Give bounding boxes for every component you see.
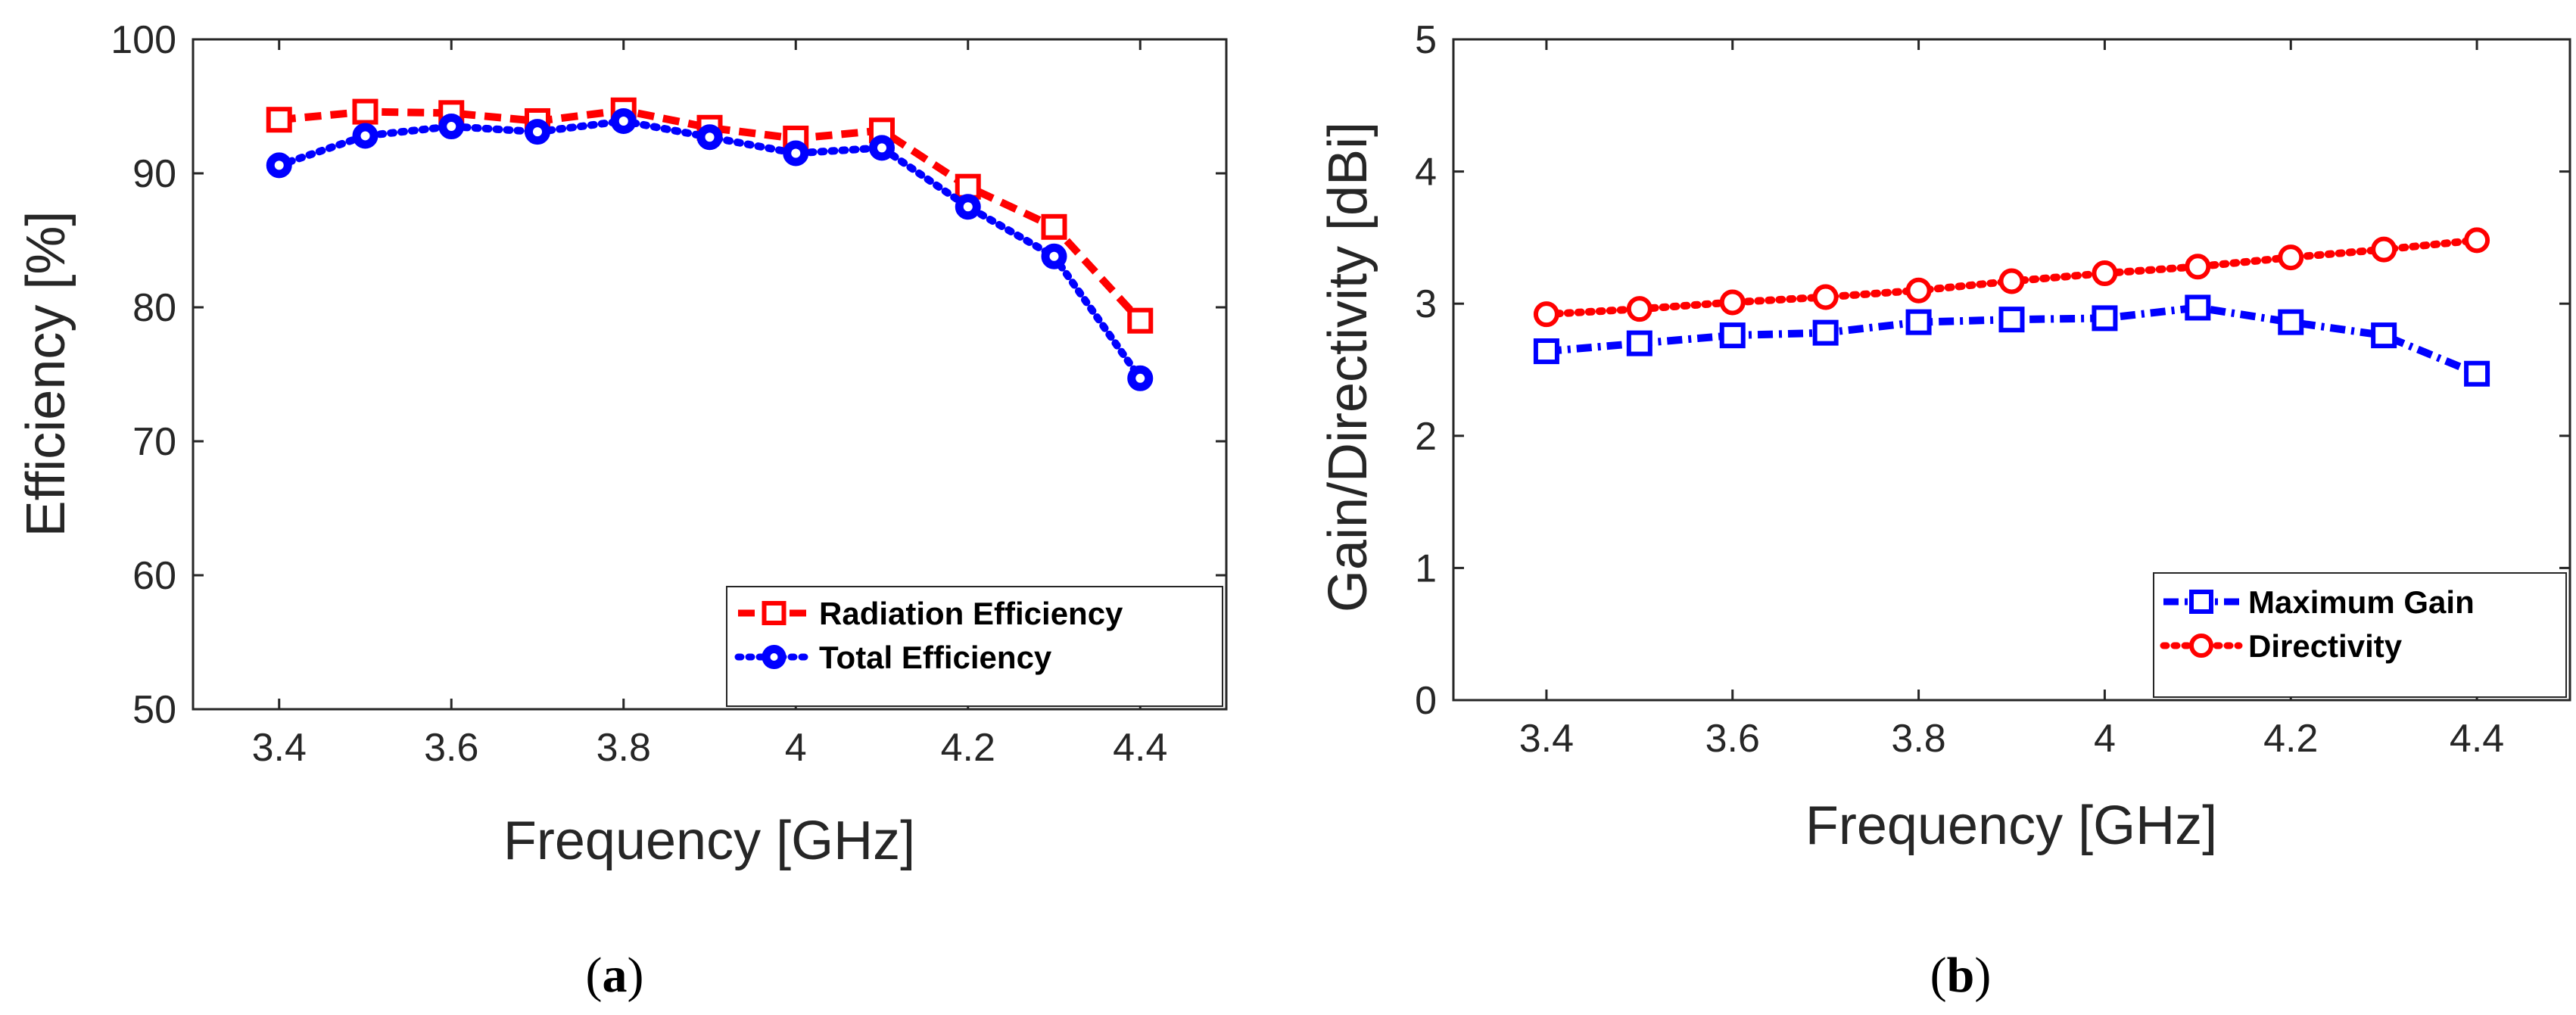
- data-point-b-0: [1998, 307, 2025, 333]
- panel-a: 3.4 3.6 3.8 4 4.2 4.4 50 60 70 80 90 100 Radiation …: [16, 18, 1228, 1003]
- x-axis-label-a: Frequency [GHz]: [503, 811, 915, 871]
- data-point-center-a-1: [877, 143, 886, 153]
- x-tick-label-a: 3.8: [596, 726, 651, 770]
- panel-b: 3.4 3.6 3.8 4 4.2 4.4 0 1 2 3 4 5 Maximum Gain Direc…: [1318, 18, 2571, 1003]
- x-tick-label-b: 3.8: [1891, 717, 1945, 761]
- legend-box-a: [726, 586, 1223, 707]
- data-point-b-0: [2278, 309, 2304, 335]
- y-tick-label-a: 50: [132, 688, 176, 732]
- data-point-b-0: [1719, 322, 1746, 349]
- legend-marker-b-1: [2189, 634, 2213, 658]
- data-point-a-0: [266, 107, 292, 133]
- data-point-a-0: [1127, 307, 1154, 334]
- legend-marker-a-0: [762, 601, 787, 625]
- data-point-b-0: [2185, 294, 2211, 321]
- data-point-b-1: [1812, 284, 1839, 310]
- x-tick-label-a: 3.4: [252, 726, 307, 770]
- x-tick-label-a: 4.2: [941, 726, 995, 770]
- y-tick-label-a: 60: [132, 554, 176, 598]
- data-point-b-1: [2464, 227, 2490, 254]
- data-point-b-0: [1905, 309, 1932, 335]
- data-point-b-0: [1812, 319, 1839, 346]
- data-point-b-0: [2092, 305, 2118, 332]
- data-point-b-1: [1998, 268, 2025, 294]
- legend-marker-center-a-1: [770, 653, 778, 661]
- caption-letter-a: a: [603, 948, 628, 1003]
- x-tick-label-a: 4: [785, 726, 807, 770]
- y-tick-label-b: 2: [1415, 415, 1437, 459]
- data-point-b-1: [1626, 296, 1652, 322]
- data-point-center-a-1: [1135, 373, 1145, 383]
- y-axis-label-a: Efficiency [%]: [16, 211, 76, 537]
- x-tick-label-a: 4.4: [1113, 726, 1167, 770]
- data-point-a-0: [1041, 213, 1067, 240]
- axis-ticks-a: 3.4 3.6 3.8 4 4.2 4.4 50 60 70 80 90 100: [111, 18, 1226, 770]
- y-tick-label-a: 70: [132, 420, 176, 464]
- x-tick-label-b: 4.4: [2450, 717, 2504, 761]
- data-point-b-0: [1533, 338, 1559, 365]
- data-point-center-a-1: [963, 202, 973, 212]
- data-point-center-a-1: [705, 132, 715, 142]
- data-point-b-1: [2371, 236, 2397, 263]
- x-tick-label-b: 4.2: [2263, 717, 2318, 761]
- data-point-center-a-1: [360, 131, 370, 141]
- legend-b: Maximum Gain Directivity: [2153, 572, 2567, 698]
- y-tick-label-b: 5: [1415, 18, 1437, 62]
- data-point-b-1: [1719, 289, 1746, 316]
- y-tick-label-b: 4: [1415, 151, 1437, 195]
- legend-label-a-1: Total Efficiency: [819, 640, 1052, 675]
- series-line-a-0: [279, 106, 1143, 324]
- y-axis-label-b: Gain/Directivity [dBi]: [1318, 122, 1378, 612]
- y-tick-label-a: 100: [111, 18, 176, 62]
- legend-label-b-1: Directivity: [2248, 628, 2403, 664]
- data-point-b-1: [2185, 254, 2211, 280]
- data-point-b-0: [1626, 330, 1652, 356]
- data-point-a-0: [352, 98, 378, 125]
- x-tick-label-b: 3.4: [1519, 717, 1574, 761]
- x-axis-label-b: Frequency [GHz]: [1805, 795, 2217, 856]
- x-tick-label-b: 3.6: [1705, 717, 1760, 761]
- x-tick-label-b: 4: [2094, 717, 2116, 761]
- y-tick-label-b: 3: [1415, 282, 1437, 326]
- x-tick-label-a: 3.6: [424, 726, 478, 770]
- y-tick-label-a: 90: [132, 152, 176, 196]
- series-layer-b: [1533, 227, 2490, 387]
- legend-box-b: [2153, 572, 2567, 698]
- caption-a: (a): [586, 948, 644, 1003]
- series-layer-a: [266, 97, 1154, 391]
- data-point-b-0: [2464, 360, 2490, 387]
- data-point-b-1: [2092, 260, 2118, 287]
- y-tick-label-b: 0: [1415, 679, 1437, 723]
- y-tick-label-b: 1: [1415, 546, 1437, 590]
- data-point-b-1: [1533, 301, 1559, 328]
- caption-letter-b: b: [1947, 948, 1975, 1003]
- caption-b: (b): [1930, 948, 1992, 1003]
- legend-marker-b-0: [2189, 590, 2213, 614]
- data-point-b-1: [2278, 244, 2304, 271]
- data-point-center-a-1: [618, 116, 628, 126]
- series-line-a-1: [275, 117, 1145, 382]
- legend-label-a-0: Radiation Efficiency: [819, 596, 1123, 631]
- data-point-center-a-1: [791, 148, 801, 158]
- data-point-center-a-1: [274, 160, 284, 170]
- axis-ticks-b: 3.4 3.6 3.8 4 4.2 4.4 0 1 2 3 4 5: [1415, 18, 2570, 761]
- data-point-center-a-1: [1049, 251, 1059, 261]
- data-point-b-1: [1905, 277, 1932, 304]
- legend-a: Radiation Efficiency Total Efficiency: [726, 586, 1223, 707]
- plot-frame-a: [192, 38, 1228, 711]
- data-point-b-0: [2371, 322, 2397, 349]
- data-point-center-a-1: [533, 127, 542, 137]
- plot-frame-b: [1452, 38, 2571, 702]
- legend-label-b-0: Maximum Gain: [2248, 584, 2475, 620]
- y-tick-label-a: 80: [132, 286, 176, 330]
- data-point-center-a-1: [447, 122, 456, 132]
